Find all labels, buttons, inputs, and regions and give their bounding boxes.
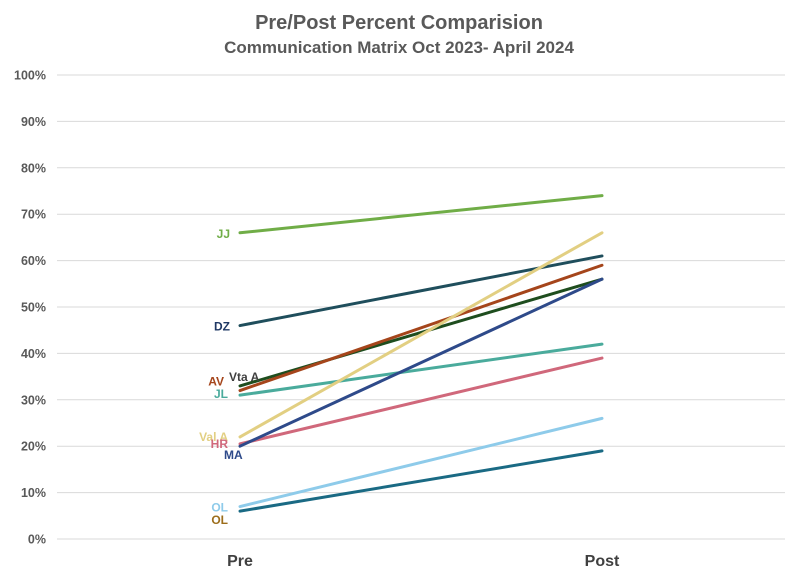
- y-tick-label: 50%: [21, 301, 46, 315]
- series-label: AV: [208, 375, 224, 389]
- x-category-label: Post: [585, 553, 620, 570]
- x-category-label: Pre: [227, 553, 253, 570]
- chart-title: Pre/Post Percent Comparision: [255, 12, 543, 34]
- series-label: OL: [211, 501, 228, 515]
- series-line: [238, 254, 604, 328]
- y-axis-ticks: 0% 10% 20% 30% 40% 50% 60% 70% 80% 90% 100%: [14, 69, 46, 547]
- series-label: Vta A: [229, 370, 260, 384]
- y-tick-label: 70%: [21, 208, 46, 222]
- series-label: HR: [211, 437, 229, 451]
- gridlines: [57, 74, 785, 540]
- series-label: OL: [211, 513, 228, 527]
- series-label: Val A: [199, 430, 228, 444]
- y-tick-label: 80%: [21, 161, 46, 175]
- y-tick-label: 40%: [21, 347, 46, 361]
- y-tick-label: 0%: [28, 533, 46, 547]
- series-line: [238, 231, 604, 439]
- y-tick-label: 60%: [21, 254, 46, 268]
- series-line: [238, 356, 604, 446]
- y-tick-label: 100%: [14, 69, 46, 83]
- series-label: DZ: [214, 320, 230, 334]
- series-line: [238, 416, 604, 509]
- y-tick-label: 90%: [21, 115, 46, 129]
- series-line: [238, 449, 604, 513]
- y-tick-label: 30%: [21, 393, 46, 407]
- series-line: [238, 277, 604, 448]
- series-line: [238, 194, 604, 235]
- series-label: JJ: [217, 227, 230, 241]
- series-lines: [238, 194, 604, 513]
- series-line: [238, 263, 604, 393]
- x-axis-categories: Pre Post: [227, 553, 620, 570]
- series-line: [238, 342, 604, 397]
- series-label: JL: [214, 387, 228, 401]
- y-tick-label: 20%: [21, 440, 46, 454]
- series-label: MA: [224, 448, 243, 462]
- y-tick-label: 10%: [21, 486, 46, 500]
- chart-subtitle: Communication Matrix Oct 2023- April 202…: [224, 38, 574, 57]
